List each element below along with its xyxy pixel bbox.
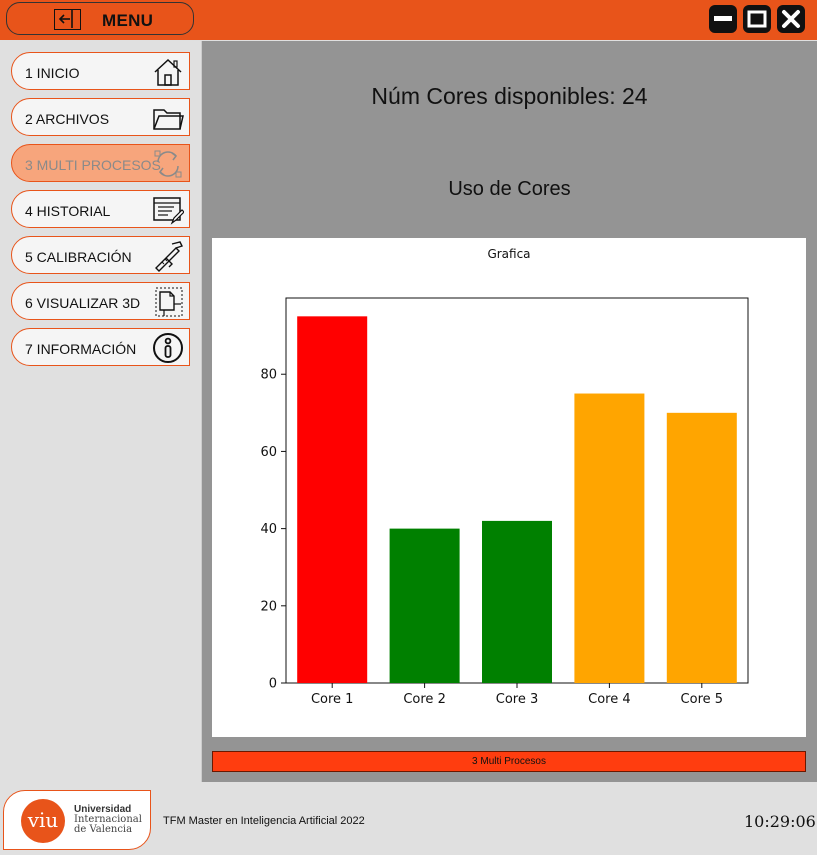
chart-bar xyxy=(482,520,552,683)
x-tick-label: Core 3 xyxy=(496,692,539,707)
sidebar-item-informacion[interactable]: 7 INFORMACIÓN xyxy=(11,328,190,366)
chart-bar xyxy=(297,316,368,683)
close-icon xyxy=(782,10,800,28)
sidebar-item-archivos[interactable]: 2 ARCHIVOS xyxy=(11,98,190,136)
sidebar-item-label: 6 VISUALIZAR 3D xyxy=(25,295,141,311)
y-tick-label: 80 xyxy=(260,368,277,383)
y-tick-label: 40 xyxy=(260,522,277,537)
x-tick-label: Core 1 xyxy=(311,692,354,707)
chart-bar xyxy=(574,393,645,683)
sidebar-item-label: 2 ARCHIVOS xyxy=(25,111,110,127)
menu-label: MENU xyxy=(102,11,154,30)
chart-bar xyxy=(389,528,460,683)
logo-line-1: Universidad xyxy=(74,804,132,815)
chart-bar xyxy=(666,412,737,683)
refresh-icon xyxy=(154,150,182,178)
chart-title: Grafica xyxy=(487,247,530,261)
sidebar-item-label: 7 INFORMACIÓN xyxy=(25,341,137,357)
close-button[interactable] xyxy=(777,5,805,33)
menu-back-icon xyxy=(54,9,81,30)
sidebar-item-label: 1 INICIO xyxy=(25,65,80,81)
menu-button[interactable]: MENU xyxy=(6,2,194,35)
x-tick-label: Core 5 xyxy=(681,692,724,707)
logo-line-3: de Valencia xyxy=(74,824,133,835)
sidebar-item-visualizar-3d[interactable]: 6 VISUALIZAR 3D xyxy=(11,282,190,320)
footer-caption: TFM Master en Inteligencia Artificial 20… xyxy=(163,815,365,827)
minimize-button[interactable] xyxy=(709,5,737,33)
sidebar-item-label: 3 MULTI PROCESOS xyxy=(25,157,161,173)
status-bar: 3 Multi Procesos xyxy=(212,751,806,772)
3d-box-icon xyxy=(155,287,183,317)
sidebar-item-historial[interactable]: 4 HISTORIAL xyxy=(11,190,190,228)
maximize-icon xyxy=(747,10,767,28)
y-tick-label: 60 xyxy=(260,445,277,460)
history-icon xyxy=(153,197,184,225)
cores-chart: Grafica Core 1 Core 2 Core 3 Core 4 Core 5 0 2… xyxy=(212,238,806,737)
logo-line-2: Internacional xyxy=(74,814,142,825)
y-tick-label: 20 xyxy=(260,599,277,614)
info-icon xyxy=(153,333,183,363)
cores-usage-title: Uso de Cores xyxy=(448,178,571,200)
y-tick-label: 0 xyxy=(269,677,277,692)
sidebar-item-label: 4 HISTORIAL xyxy=(25,203,111,219)
folder-icon xyxy=(153,109,184,130)
main-panel: Núm Cores disponibles: 24 Uso de Cores G… xyxy=(201,41,817,782)
x-tick-label: Core 2 xyxy=(403,692,446,707)
logo-mark: viu xyxy=(21,799,65,843)
home-icon xyxy=(154,58,182,86)
logo-text: Universidad Internacional de Valencia xyxy=(74,805,142,835)
university-logo: viu Universidad Internacional de Valenci… xyxy=(3,790,151,850)
x-tick-label: Core 4 xyxy=(588,692,631,707)
cores-bar-chart: Grafica Core 1 Core 2 Core 3 Core 4 Core 5 0 2… xyxy=(260,247,749,707)
sidebar-item-inicio[interactable]: 1 INICIO xyxy=(11,52,190,90)
maximize-button[interactable] xyxy=(743,5,771,33)
sidebar-item-label: 5 CALIBRACIÓN xyxy=(25,249,132,265)
clock: 10:29:06 xyxy=(744,812,816,831)
caliper-icon xyxy=(155,241,183,272)
sidebar-item-calibracion[interactable]: 5 CALIBRACIÓN xyxy=(11,236,190,274)
top-bar: MENU xyxy=(0,0,817,40)
cores-available-text: Núm Cores disponibles: 24 xyxy=(371,83,648,109)
sidebar-item-multi-procesos[interactable]: 3 MULTI PROCESOS xyxy=(11,144,190,182)
minimize-icon xyxy=(714,16,732,21)
